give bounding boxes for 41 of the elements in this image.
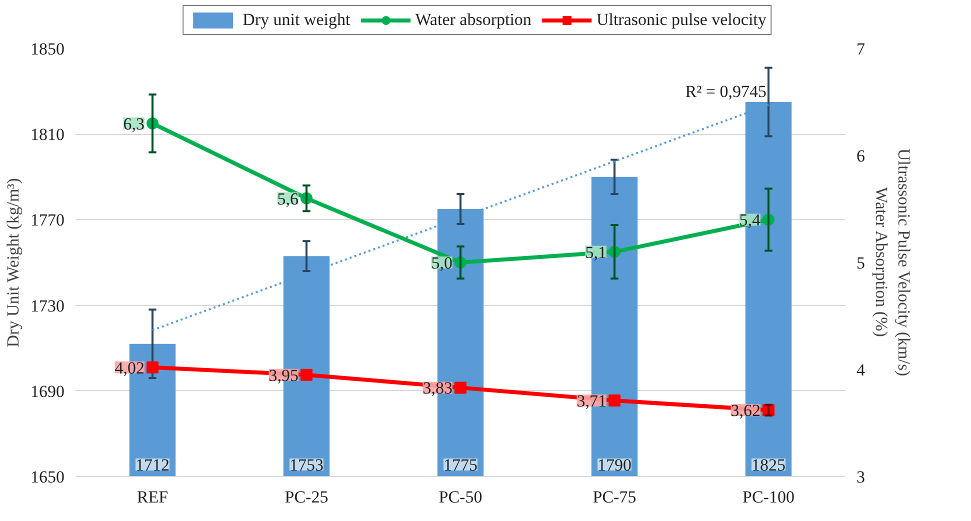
data-label: 1753 [290,456,324,474]
y2-tick-label: 4 [856,360,866,380]
y-tick-label: 1810 [30,125,64,144]
y-tick-label: 1850 [30,40,64,58]
legend-label: Ultrasonic pulse velocity [596,10,766,30]
data-label: 6,3 [123,114,144,134]
data-label: 5,1 [585,242,606,262]
legend-label: Dry unit weight [242,10,350,30]
y2-tick-label: 5 [856,254,865,272]
y2-tick-label: 7 [856,40,866,58]
data-label: 1790 [598,456,632,474]
annotation: R² = 0,9745 [685,82,767,101]
data-label: 3,83 [422,378,452,398]
y-tick-label: 1650 [30,468,64,486]
data-label: 3,95 [268,366,298,385]
data-label: 3,71 [576,392,606,411]
y2-tick-label: 6 [856,146,865,166]
data-label: 1712 [136,456,170,474]
y-tick-label: 1730 [30,296,64,316]
x-tick-label: PC-75 [592,488,636,506]
data-label: 1775 [444,456,478,474]
x-tick-label: REF [136,488,168,506]
x-tick-label: PC-100 [742,488,794,506]
y-tick-label: 1770 [30,210,64,230]
data-label: 5,0 [431,254,452,272]
data-label: 4,02 [114,358,144,378]
legend-label: Water absorption [415,10,532,30]
y2-tick-label: 3 [856,468,865,486]
point [608,394,620,407]
point [300,368,312,381]
x-tick-label: PC-25 [284,488,328,506]
point [146,361,158,374]
data-label: 5,6 [277,189,298,208]
data-label: 5,4 [739,210,761,230]
y-tick-label: 1690 [30,382,64,401]
y2-axis-title: Water Absorption (%) Ultrassonic Pulse Velocity (km/s) [872,148,914,376]
point [454,382,466,394]
data-label: 1825 [752,456,786,474]
data-label: 3,62 [730,401,760,420]
y-axis-title: Dry Unit Weight (kg/m³) [4,178,22,348]
x-tick-label: PC-50 [438,488,482,506]
